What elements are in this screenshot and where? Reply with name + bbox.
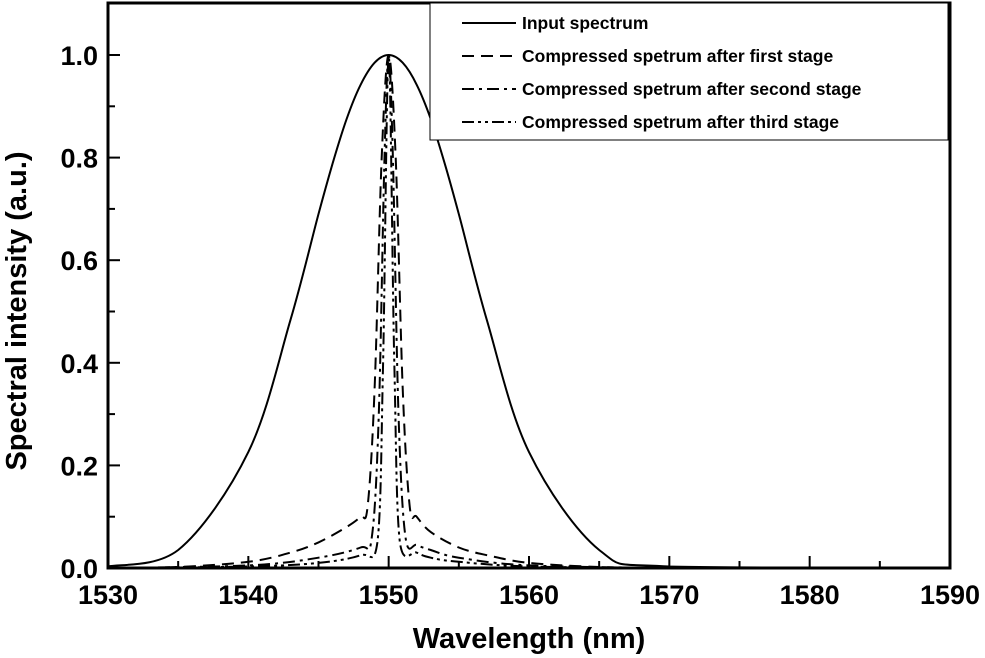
y-tick-label: 0.0 [60,554,98,584]
y-tick-label: 0.4 [60,349,98,379]
legend-label-3: Compressed spetrum after second stage [522,79,862,99]
legend-label-4: Compressed spetrum after third stage [522,112,839,132]
series-line-1 [107,53,951,569]
x-tick-label: 1550 [359,580,419,610]
y-tick-label: 0.6 [60,246,98,276]
legend: Input spectrum Compressed spetrum after f… [429,2,949,141]
x-tick-label: 1540 [218,580,278,610]
series-line-3 [107,53,670,569]
legend-label-1: Input spectrum [522,13,648,33]
x-axis-label: Wavelength (nm) [413,623,646,655]
y-tick-label: 0.2 [60,451,98,481]
legend-label-2: Compressed spetrum after first stage [522,46,833,66]
legend-box [429,2,949,141]
y-tick-label: 0.8 [60,144,98,174]
x-tick-label: 1570 [639,580,699,610]
x-tick-label: 1530 [78,580,138,610]
series-layer [107,53,951,569]
y-axis-label: Spectral intensity (a.u.) [1,151,33,470]
ticks-layer: 1530 1540 1550 1560 1570 1580 1590 0.0 0.2 0.4 0.6… [60,41,980,610]
x-tick-label: 1580 [780,580,840,610]
series-line-4 [107,53,670,569]
y-tick-label: 1.0 [60,41,98,71]
x-tick-label: 1560 [499,580,559,610]
x-tick-label: 1590 [920,580,980,610]
